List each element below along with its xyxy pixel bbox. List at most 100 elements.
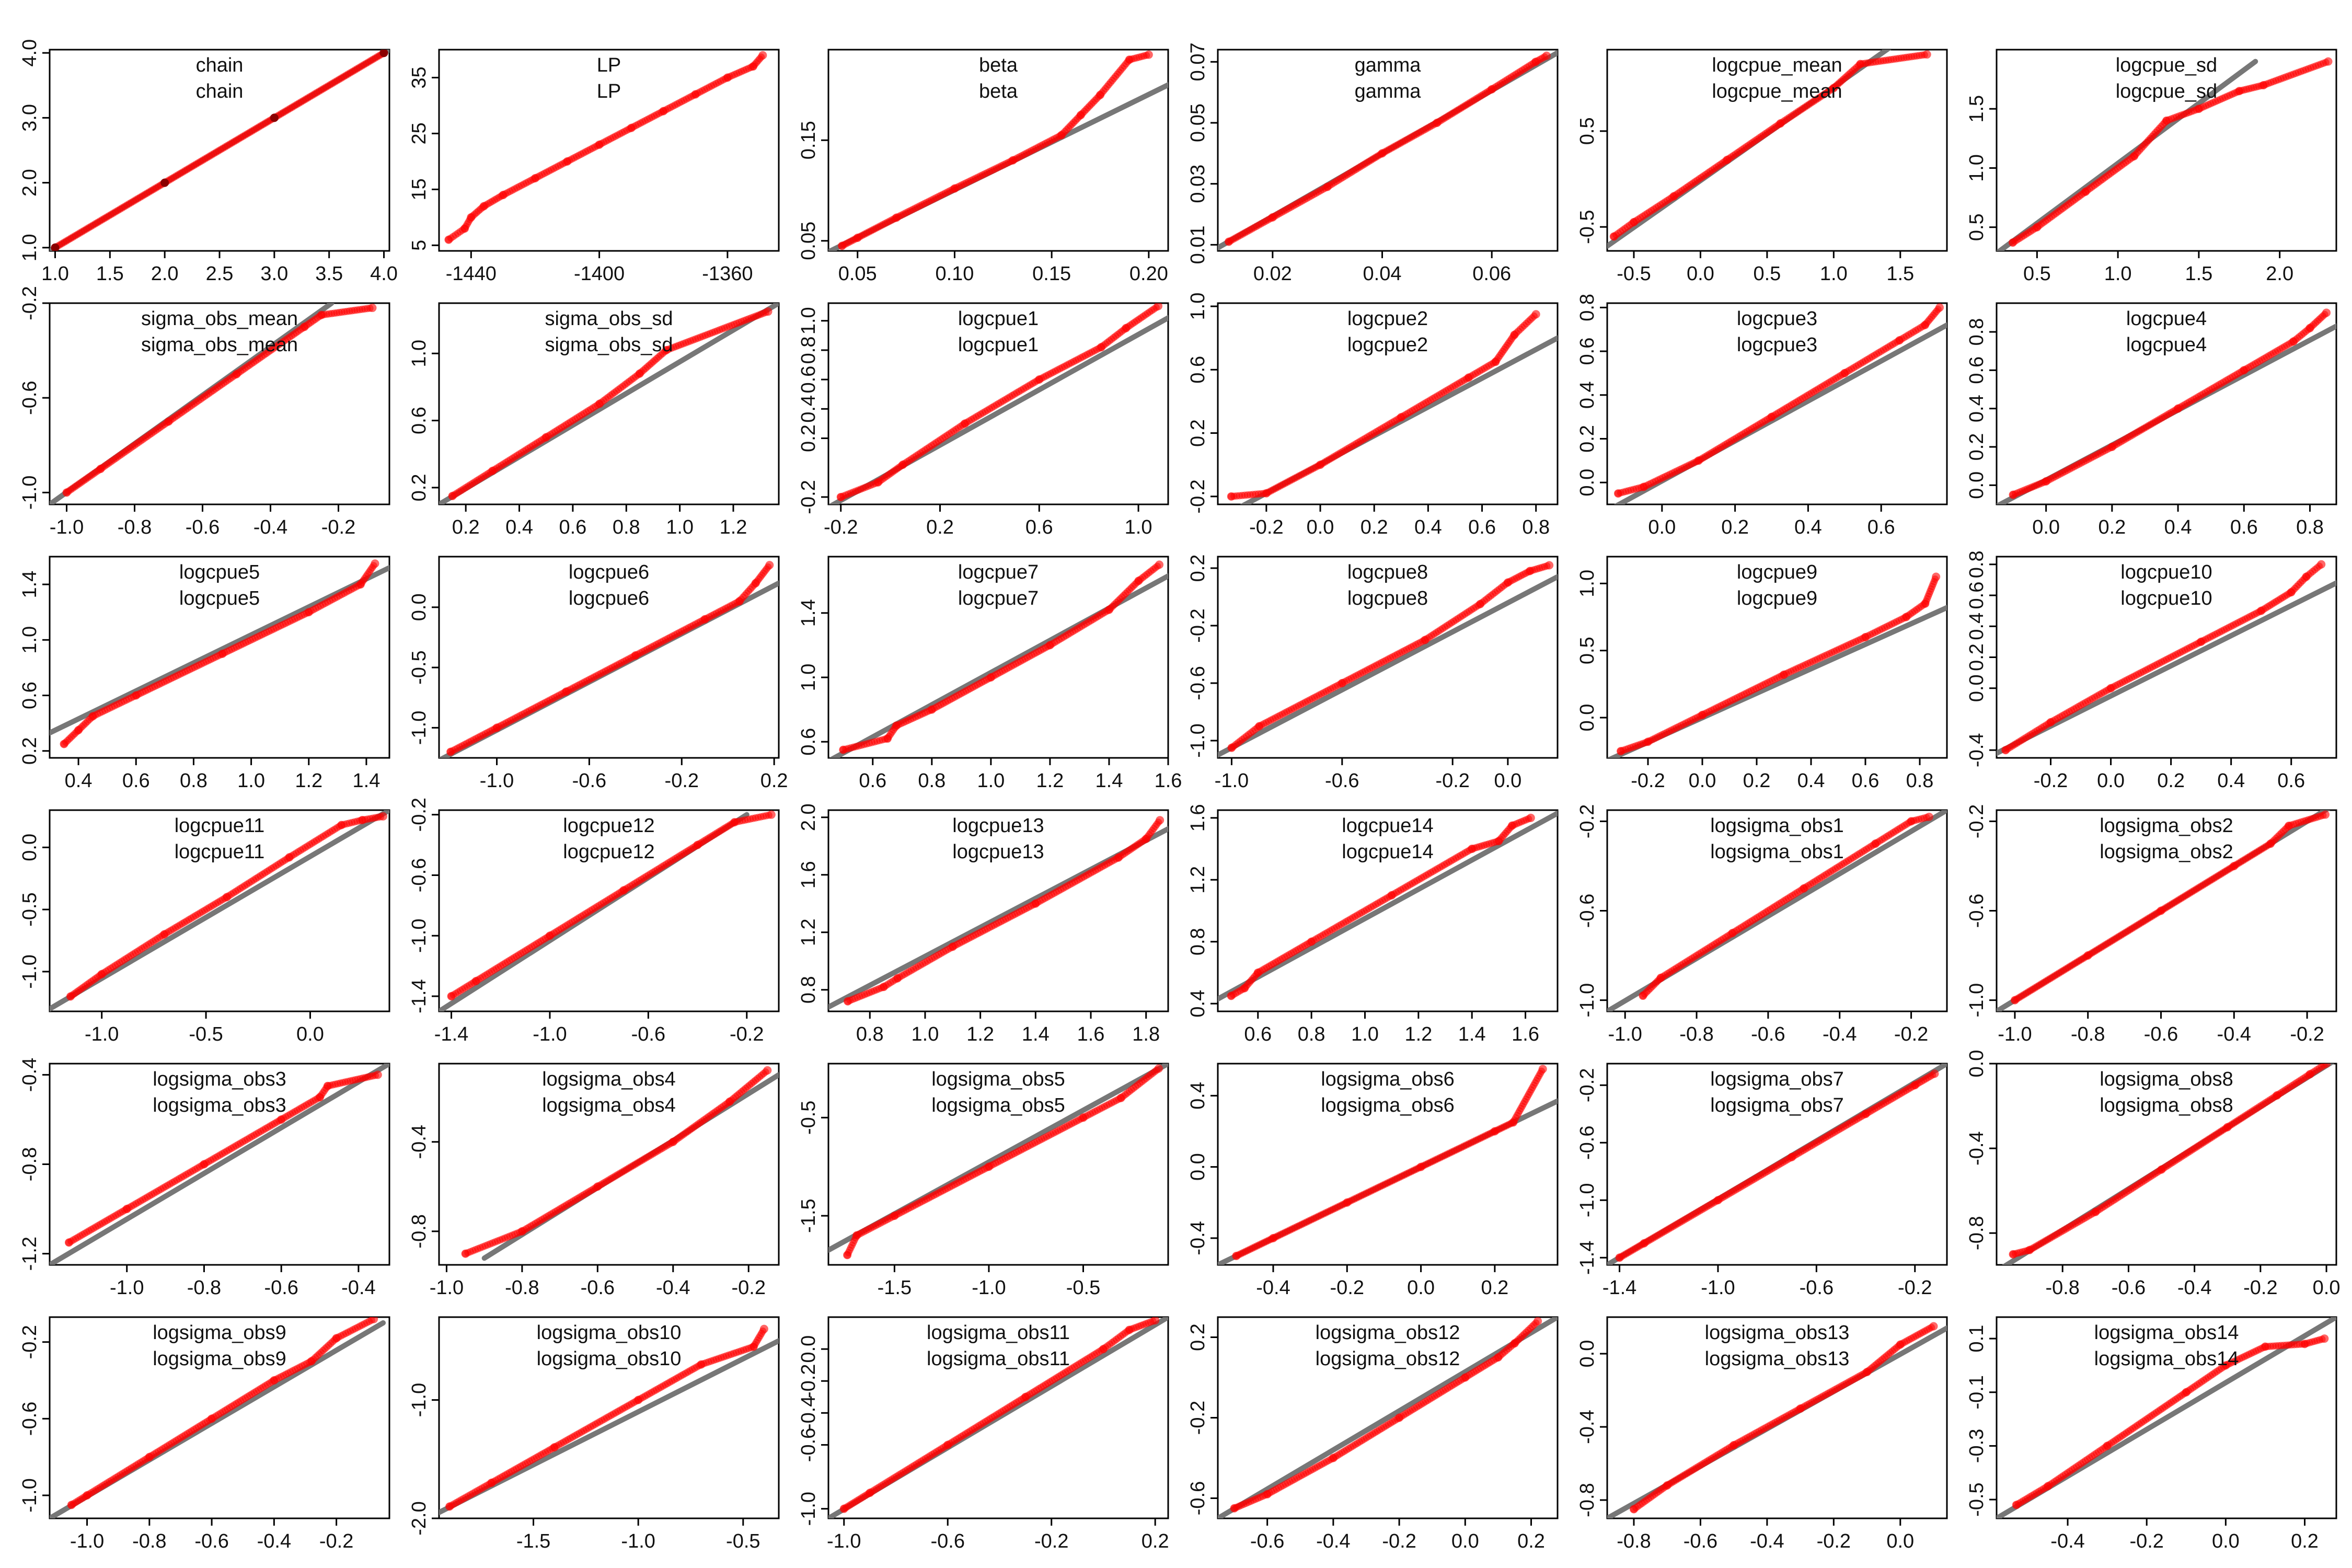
x-tick-label: -0.2: [731, 1277, 765, 1299]
plot-area: [50, 810, 389, 1011]
x-tick-label: 3.0: [260, 263, 288, 285]
data-point: [836, 492, 845, 501]
x-tick-label: 0.8: [1522, 516, 1550, 538]
data-point: [563, 157, 572, 166]
qq-panel: 0.4 0.6 0.8 1.0 1.2 1.40.20.61.01.4 logcpue5lo…: [19, 556, 390, 792]
data-point: [1538, 1065, 1547, 1074]
data-point: [1269, 1233, 1277, 1242]
data-point: [1387, 891, 1396, 900]
y-tick-label: 0.6: [1966, 356, 1988, 384]
panel-subtitle: logcpue6: [569, 587, 649, 609]
plot-area: [1607, 572, 1947, 758]
y-tick-label: 1.0: [1966, 154, 1988, 182]
x-tick-label: 0.20: [1129, 263, 1168, 285]
y-tick-label: -1.0: [1576, 1183, 1598, 1217]
data-point: [562, 687, 571, 696]
data-point: [379, 50, 388, 57]
qq-panel: 0.8 1.0 1.2 1.4 1.6 1.80.81.21.62.0 logcpue13l…: [798, 803, 1169, 1045]
y-tick-label: 0.8: [798, 337, 820, 364]
data-point: [2266, 839, 2275, 848]
plot-area: [444, 51, 767, 244]
data-point: [984, 1162, 993, 1171]
panel-subtitle: logcpue_mean: [1712, 80, 1842, 102]
data-point: [488, 466, 497, 475]
data-point: [2257, 606, 2266, 615]
data-point: [751, 579, 760, 587]
data-point: [986, 673, 995, 682]
data-point: [2010, 996, 2019, 1005]
y-tick-label: 0.4: [1576, 381, 1598, 409]
qq-panel: -0.2 0.0 0.2 0.4 0.6 0.80.00.51.0 logcpue9logc…: [1576, 556, 1948, 792]
plot-area: [1218, 50, 1558, 251]
x-tick-label: -0.8: [505, 1277, 539, 1299]
data-point: [1526, 813, 1535, 822]
data-point: [1617, 747, 1625, 756]
x-tick-label: 0.6: [859, 770, 886, 792]
data-point: [232, 370, 241, 378]
panel-frame: [1996, 302, 2337, 505]
data-point: [635, 369, 644, 378]
x-tick-label: 1.6: [1155, 770, 1182, 792]
y-tick-label: -0.8: [19, 1147, 41, 1181]
x-tick-label: -1440: [446, 263, 497, 285]
panel-title: beta: [979, 54, 1018, 76]
data-point: [479, 202, 488, 211]
y-tick-label: -0.2: [19, 286, 41, 320]
data-point: [1509, 1118, 1518, 1127]
qq-panel: -0.5 0.0 0.5 1.0 1.5-0.50.5logcpue_meanlogcp…: [1576, 49, 1948, 285]
plot-area: [1997, 308, 2336, 504]
y-tick-label: 1.5: [1966, 95, 1988, 123]
data-point: [725, 1097, 734, 1106]
data-point: [2194, 105, 2203, 113]
data-point: [890, 1212, 899, 1220]
data-point: [1227, 991, 1236, 1000]
plot-area: [1997, 810, 2331, 1011]
data-point: [492, 723, 501, 732]
y-tick-label: 0.5: [1576, 117, 1598, 145]
data-point: [1531, 310, 1540, 319]
panel-title: logcpue_mean: [1712, 54, 1842, 76]
y-tick-label: -0.2: [1187, 608, 1209, 642]
panel-subtitle: sigma_obs_sd: [545, 334, 673, 356]
panel-title: logcpue7: [958, 561, 1039, 583]
data-point: [892, 213, 901, 222]
data-point: [1079, 1113, 1088, 1122]
data-point: [1669, 192, 1678, 201]
data-point: [444, 235, 453, 244]
data-point: [735, 597, 744, 606]
qq-panel: -1.0 -0.8 -0.6 -0.4 -0.2-0.8-0.4logsigma_obs…: [408, 1063, 780, 1299]
data-point: [723, 73, 732, 82]
y-tick-label: 0.5: [1576, 637, 1598, 664]
data-point: [1780, 670, 1788, 679]
x-tick-label: 1.4: [1022, 1023, 1050, 1045]
x-tick-label: 1.2: [1404, 1023, 1432, 1045]
x-tick-label: 0.0: [2097, 770, 2125, 792]
x-tick-label: -0.6: [264, 1277, 298, 1299]
panel-title: logcpue14: [1342, 815, 1433, 837]
plot-area: [50, 50, 389, 251]
data-point: [2130, 152, 2139, 160]
data-point: [839, 745, 848, 754]
data-point: [164, 417, 173, 426]
y-tick-label: 0.6: [798, 728, 820, 756]
x-tick-label: 0.4: [65, 770, 93, 792]
x-tick-label: -1360: [702, 263, 753, 285]
data-point: [838, 241, 846, 250]
x-tick-label: 1.0: [977, 770, 1005, 792]
data-point: [853, 233, 862, 242]
x-tick-label: 1.4: [353, 770, 381, 792]
data-point: [2287, 588, 2296, 597]
data-point: [1935, 303, 1944, 312]
data-point: [160, 178, 169, 187]
data-point: [668, 1137, 677, 1146]
data-point: [1531, 57, 1540, 66]
data-point: [1694, 456, 1703, 465]
panel-title: logcpue3: [1737, 308, 1817, 330]
qq-panel: -0.2 0.2 0.6 1.0-0.20.20.40.60.81.0 logcpue1…: [798, 302, 1169, 538]
data-point: [948, 942, 957, 951]
data-point: [619, 886, 628, 895]
data-point: [373, 1070, 382, 1079]
x-tick-label: 0.4: [1794, 516, 1822, 538]
qq-panel: -1.0 -0.8 -0.6 -0.4 -0.2-1.0-0.6-0.2 logsigma…: [1576, 804, 1948, 1045]
